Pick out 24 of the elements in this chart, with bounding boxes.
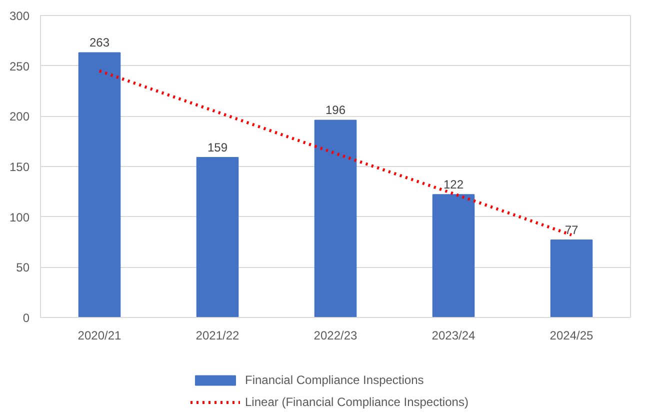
legend-label: Financial Compliance Inspections — [245, 373, 424, 387]
y-tick-label: 100 — [9, 210, 30, 224]
y-tick-label: 300 — [9, 9, 30, 23]
bar — [314, 120, 357, 318]
y-tick-label: 250 — [9, 59, 30, 74]
data-label: 122 — [443, 178, 464, 192]
data-label: 263 — [89, 36, 110, 50]
data-label: 159 — [207, 140, 228, 154]
y-tick-label: 0 — [22, 311, 30, 325]
y-tick-label: 150 — [9, 160, 30, 174]
x-tick-label: 2022/23 — [314, 328, 358, 342]
bar — [432, 194, 475, 318]
bar — [78, 52, 121, 318]
data-label: 196 — [325, 103, 346, 118]
x-tick-label: 2020/21 — [78, 328, 122, 342]
legend-label: Linear (Financial Compliance Inspections) — [245, 395, 468, 409]
data-label: 77 — [564, 222, 578, 237]
y-tick-label: 200 — [9, 110, 30, 124]
x-tick-label: 2024/25 — [550, 328, 594, 342]
x-tick-label: 2021/22 — [196, 328, 240, 342]
x-tick-label: 2023/24 — [432, 328, 476, 342]
bar — [550, 239, 593, 318]
y-tick-label: 50 — [16, 260, 30, 275]
bar — [196, 156, 239, 318]
